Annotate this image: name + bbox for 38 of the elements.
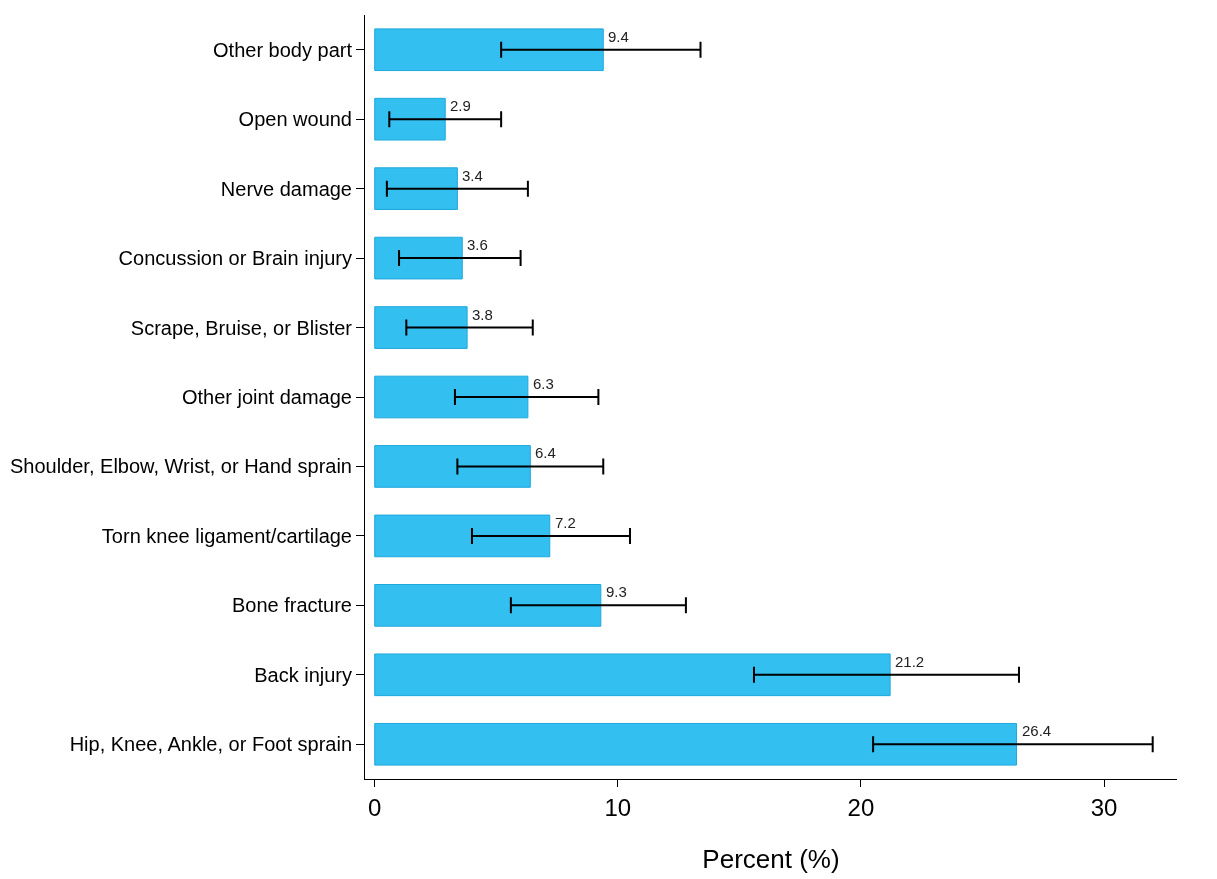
y-tick-label: Shoulder, Elbow, Wrist, or Hand sprain	[9, 455, 352, 478]
bar	[374, 584, 602, 627]
data-label: 6.4	[535, 444, 556, 461]
data-label: 6.3	[533, 375, 554, 392]
bar	[374, 236, 463, 280]
data-label: 21.2	[895, 653, 925, 670]
y-tick-label: Torn knee ligament/cartilage	[101, 524, 352, 547]
y-tick-label: Scrape, Bruise, or Blister	[130, 316, 353, 339]
x-tick-label: 20	[847, 793, 875, 821]
bar	[374, 722, 1018, 766]
y-tick-label: Other body part	[213, 38, 353, 61]
data-label: 9.3	[606, 583, 627, 600]
bar	[374, 653, 891, 697]
x-tick-label: 0	[368, 793, 382, 821]
data-label: 3.6	[467, 236, 488, 253]
data-label: 9.4	[608, 28, 629, 45]
bar	[374, 306, 468, 349]
y-tick-label: Back injury	[254, 663, 352, 686]
bar	[374, 97, 446, 141]
y-tick-label: Concussion or Brain injury	[118, 247, 352, 270]
data-label: 26.4	[1022, 722, 1052, 739]
data-label: 3.8	[472, 306, 493, 323]
bar	[374, 167, 458, 210]
y-tick-label: Other joint damage	[181, 386, 352, 408]
bar	[374, 445, 531, 488]
bar	[374, 28, 604, 72]
bar	[374, 375, 529, 419]
y-tick-label: Hip, Knee, Ankle, or Foot sprain	[69, 733, 352, 756]
y-tick-label: Nerve damage	[220, 177, 352, 200]
x-tick-label: 30	[1090, 793, 1118, 821]
y-tick-label: Open wound	[238, 108, 352, 131]
data-label: 3.4	[462, 167, 483, 184]
x-axis-title: Percent (%)	[702, 844, 840, 875]
x-tick-label: 10	[604, 793, 632, 821]
data-label: 2.9	[450, 97, 471, 114]
data-label: 7.2	[555, 514, 576, 531]
y-tick-label: Bone fracture	[231, 594, 352, 617]
bar	[374, 514, 551, 558]
